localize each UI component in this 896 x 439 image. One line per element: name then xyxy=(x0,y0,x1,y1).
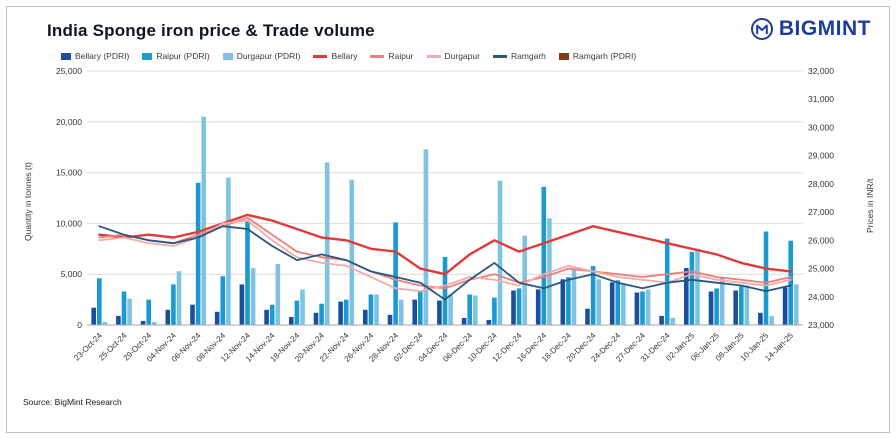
x-axis-tick-labels: 23-Oct-2425-Oct-2429-Oct-2404-Nov-2406-N… xyxy=(72,331,795,364)
right-axis-tick-labels: 32,000 31,000 30,000 29,000 28,000 27,000 26,0… xyxy=(808,66,834,330)
legend-bar-swatch xyxy=(142,52,153,60)
svg-text:23,000: 23,000 xyxy=(808,320,834,330)
legend-label: Bellary (PDRI) xyxy=(75,51,130,61)
legend-bar-swatch xyxy=(61,52,71,60)
legend-label: Ramgarh xyxy=(510,51,546,61)
svg-text:25,000: 25,000 xyxy=(808,264,834,274)
line-durgapur xyxy=(98,219,792,293)
svg-text:31,000: 31,000 xyxy=(808,94,834,104)
legend-label: Bellary xyxy=(331,51,358,61)
svg-text:29,000: 29,000 xyxy=(808,151,834,161)
line-bellary xyxy=(98,213,792,276)
svg-text:24,000: 24,000 xyxy=(808,292,834,302)
chart-title: India Sponge iron price & Trade volume xyxy=(47,21,375,40)
svg-text:10,000: 10,000 xyxy=(56,218,82,228)
legend-item-durgapur: Durgapur xyxy=(426,51,480,61)
legend-label: Durgapur xyxy=(444,51,480,61)
svg-text:26,000: 26,000 xyxy=(808,235,834,245)
svg-text:20,000: 20,000 xyxy=(56,117,82,127)
legend-item-bellary-pdri: Bellary (PDRI) xyxy=(61,51,129,61)
legend-bar-swatch xyxy=(558,52,569,60)
bars-durgapur-pdri xyxy=(102,116,799,325)
legend-label: Ramgarh (PDRI) xyxy=(572,51,637,61)
chart-card: India Sponge iron price & Trade volume B… xyxy=(6,6,890,433)
svg-text:15,000: 15,000 xyxy=(56,168,82,178)
combo-chart: 25,000 20,000 15,000 10,000 5,000 0 32,000 31,0… xyxy=(56,66,834,364)
legend-line-swatch xyxy=(492,54,507,58)
right-axis-title: Prices in INR/t xyxy=(865,178,875,233)
svg-text:28,000: 28,000 xyxy=(808,179,834,189)
legend-item-durgapur-pdri: Durgapur (PDRI) xyxy=(222,51,301,61)
svg-text:25,000: 25,000 xyxy=(56,66,82,76)
legend-item-bellary: Bellary xyxy=(313,51,357,61)
legend-line-swatch xyxy=(370,54,385,58)
chart-legend: Bellary (PDRI) Raipur (PDRI) Durgapur (PDR… xyxy=(61,51,875,61)
legend-line-swatch xyxy=(313,54,328,58)
legend-item-ramgarh: Ramgarh xyxy=(492,51,546,61)
svg-text:32,000: 32,000 xyxy=(808,66,834,76)
left-axis-title: Quantity in tonnes (t) xyxy=(23,162,33,241)
chart-area: 25,000 20,000 15,000 10,000 5,000 0 32,000 31,0… xyxy=(21,63,877,393)
legend-label: Durgapur (PDRI) xyxy=(236,51,301,61)
legend-label: Raipur (PDRI) xyxy=(156,51,210,61)
legend-line-swatch xyxy=(426,54,441,58)
source-note: Source: BigMint Research xyxy=(23,397,122,407)
legend-item-raipur-pdri: Raipur (PDRI) xyxy=(142,51,210,61)
svg-text:27,000: 27,000 xyxy=(808,207,834,217)
legend-item-ramgarh-pdri: Ramgarh (PDRI) xyxy=(558,51,637,61)
line-ramgarh xyxy=(98,225,792,301)
legend-bar-swatch xyxy=(222,52,233,60)
svg-text:0: 0 xyxy=(77,320,82,330)
left-axis-tick-labels: 25,000 20,000 15,000 10,000 5,000 0 xyxy=(56,66,82,330)
svg-text:30,000: 30,000 xyxy=(808,122,834,132)
header: India Sponge iron price & Trade volume B… xyxy=(21,15,875,41)
bigmint-logo-icon xyxy=(750,17,774,41)
legend-label: Raipur xyxy=(388,51,414,61)
bars-bellary-pdri xyxy=(91,268,788,325)
svg-text:5,000: 5,000 xyxy=(61,269,83,279)
bigmint-logo: BIGMINT xyxy=(750,17,871,41)
legend-item-raipur: Raipur xyxy=(370,51,414,61)
bigmint-logo-text: BIGMINT xyxy=(778,17,871,40)
